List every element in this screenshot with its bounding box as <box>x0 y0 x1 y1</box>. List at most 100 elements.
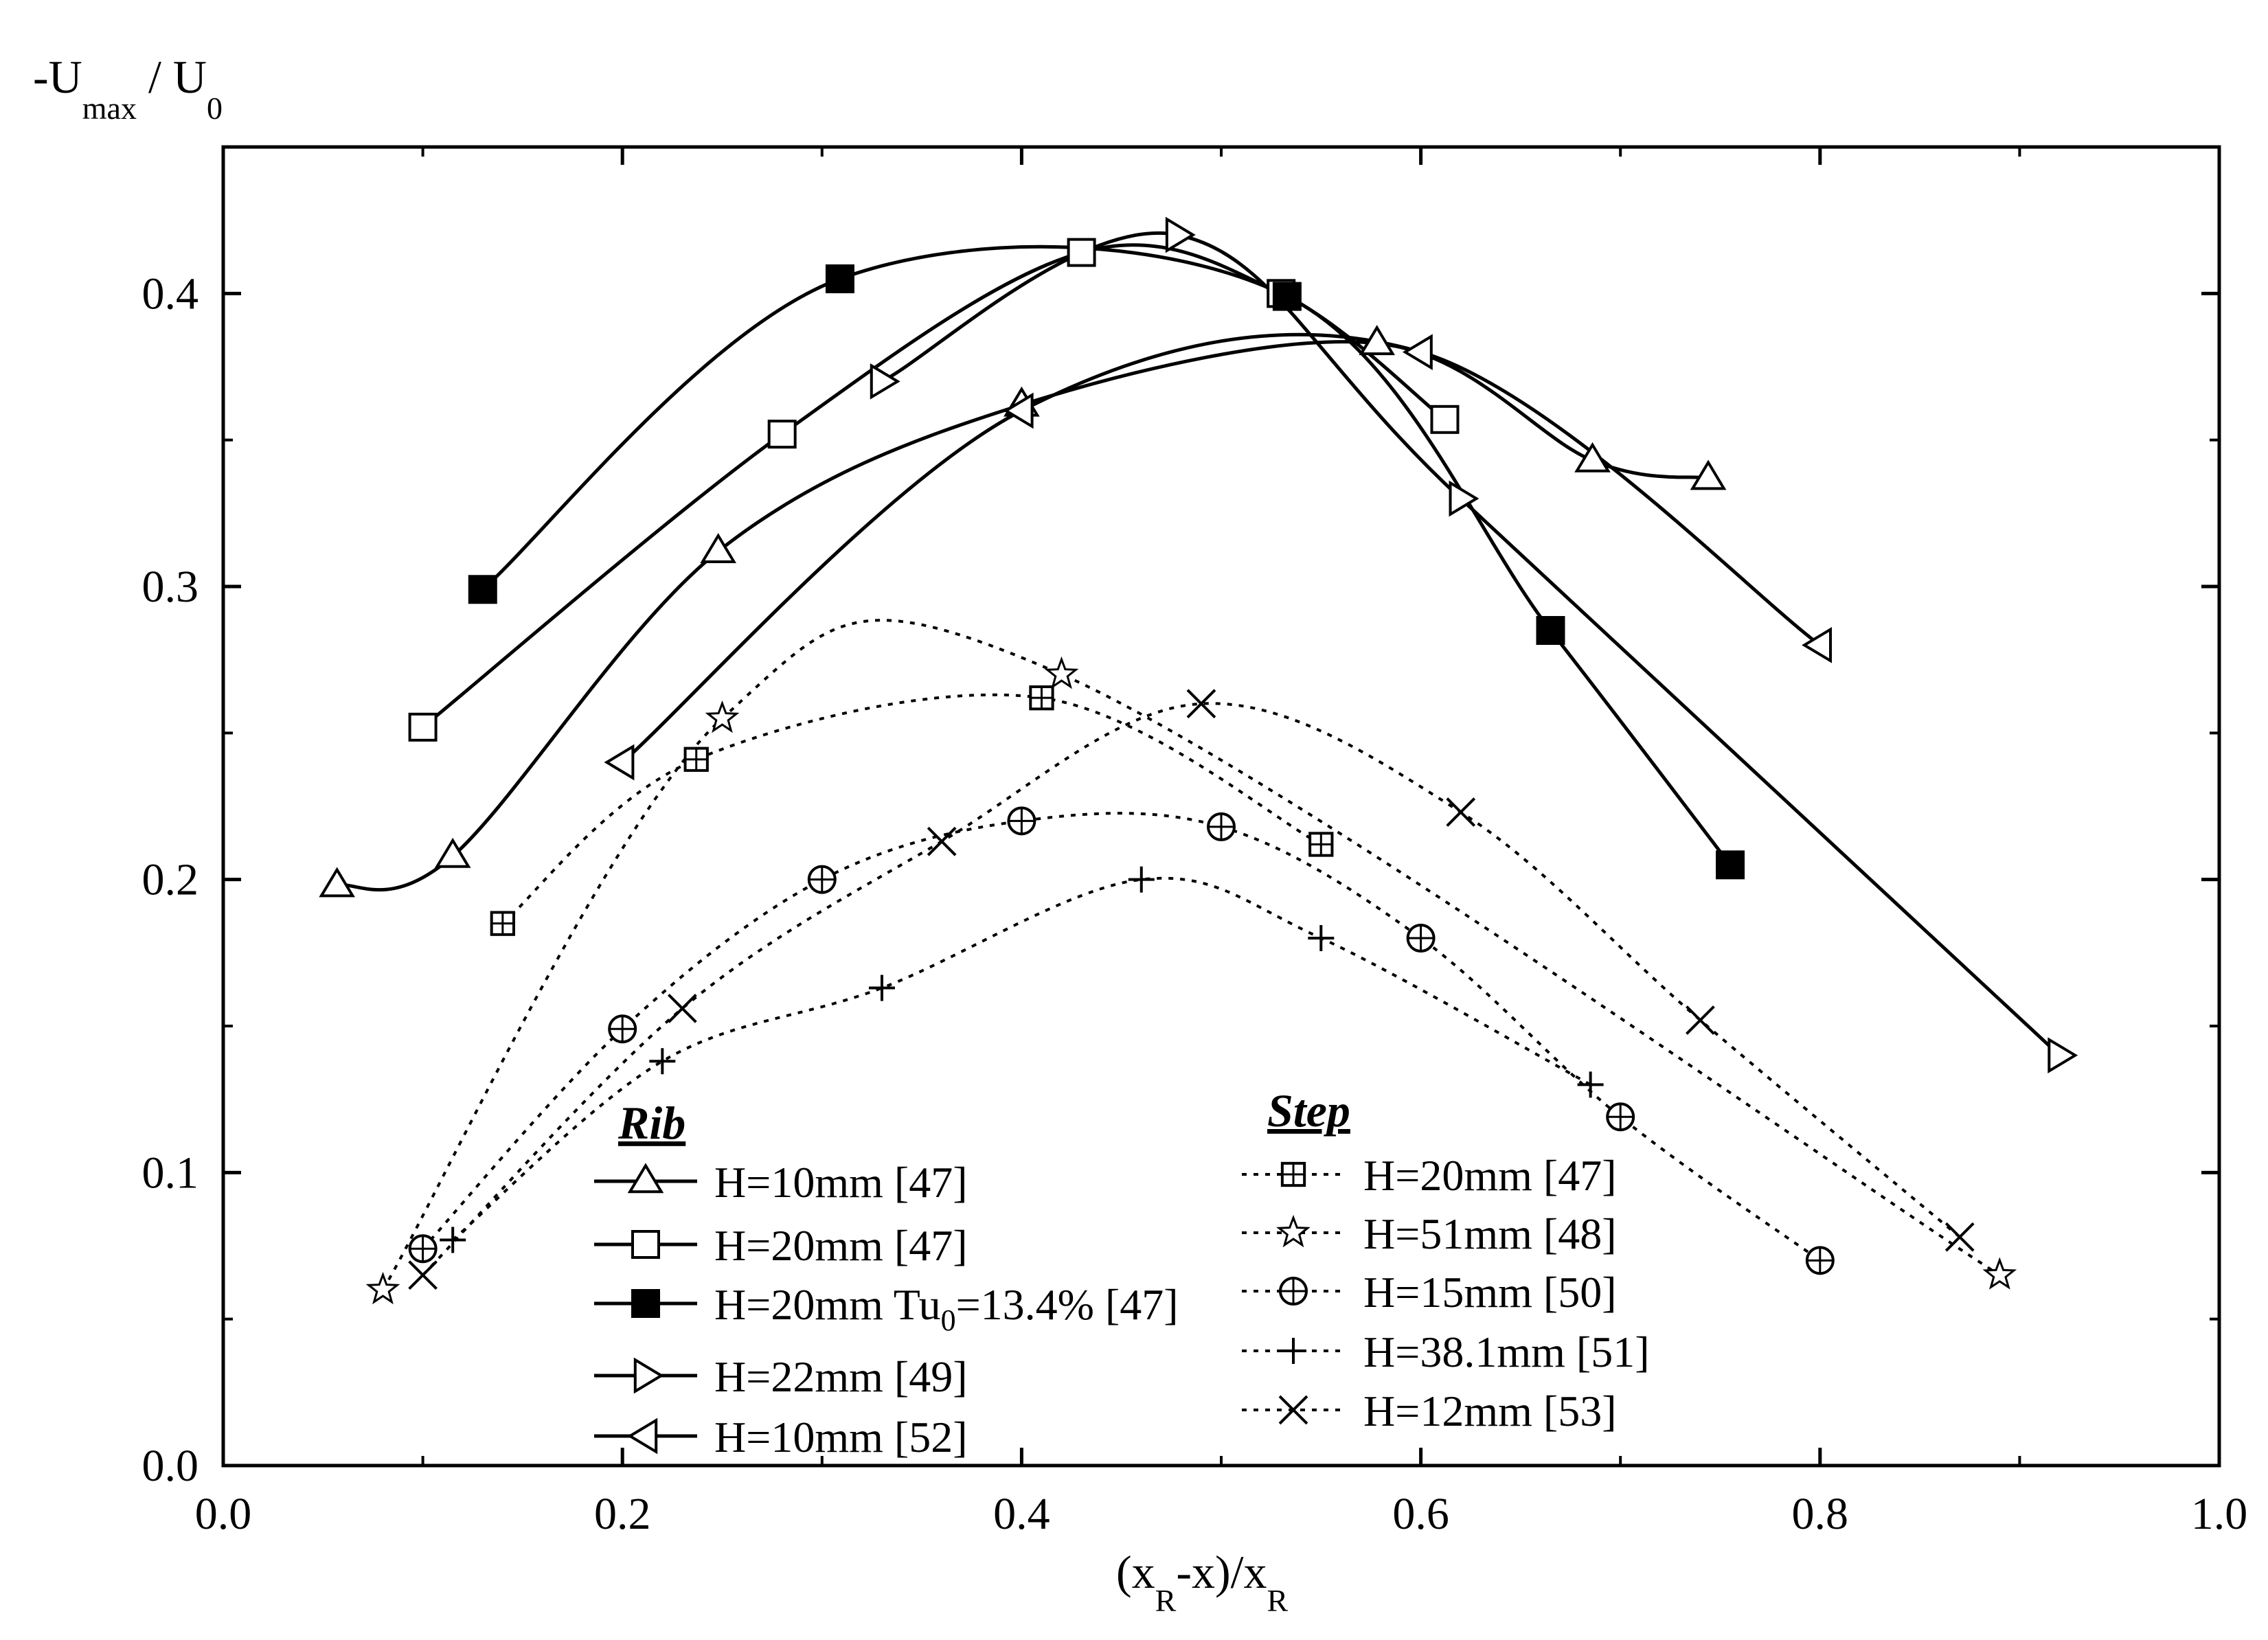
data-point-0-5 <box>1574 442 1611 472</box>
legend-label-5: H=20mm [47] <box>1363 1151 1617 1200</box>
data-point-7-2 <box>807 865 837 894</box>
data-point-3-3 <box>2048 1037 2078 1073</box>
legend-symbol-3 <box>633 1357 664 1394</box>
data-point-7-1 <box>608 1014 637 1044</box>
data-point-4-1 <box>1003 392 1034 429</box>
x-tick-label: 0.6 <box>1392 1489 1449 1539</box>
legend-label-4: H=10mm [52] <box>714 1413 968 1461</box>
x-label-sub2: R <box>1267 1583 1289 1618</box>
x-tick-label: 0.8 <box>1792 1489 1849 1539</box>
legend-label-2-main: H=20mm Tu <box>714 1280 941 1329</box>
data-point-1-1 <box>767 420 797 449</box>
data-point-4-3 <box>1802 627 1832 663</box>
x-label-p1: (x <box>1116 1546 1155 1598</box>
series-line-4 <box>621 332 1822 764</box>
series-line-8 <box>451 876 1591 1241</box>
legend-symbol-7 <box>1279 1277 1308 1306</box>
data-point-0-6 <box>1690 459 1727 490</box>
legend-symbol-9 <box>1278 1395 1308 1425</box>
legend-rib: Rib H=10mm [47] H=20mm [47] H=20mm Tu0=1… <box>594 1097 1179 1461</box>
legend-label-0: H=10mm [47] <box>714 1158 968 1207</box>
data-point-2-3 <box>1536 616 1565 645</box>
y-tick-label: 0.1 <box>142 1148 199 1198</box>
data-point-6-0 <box>365 1271 400 1305</box>
legend-marker-8 <box>1280 1338 1306 1364</box>
y-tick-label: 0.0 <box>142 1441 199 1491</box>
data-point-2-0 <box>468 575 497 604</box>
legend-marker-4 <box>627 1417 658 1455</box>
legend-marker-2 <box>631 1289 660 1318</box>
y-tick-label: 0.3 <box>142 562 199 612</box>
legend-label-9: H=12mm [53] <box>1363 1387 1617 1435</box>
data-point-5-3 <box>1308 832 1334 857</box>
data-point-9-6 <box>1944 1222 1975 1252</box>
legend-label-7: H=15mm [50] <box>1363 1268 1617 1317</box>
series-lines <box>337 231 2061 1291</box>
data-point-5-0 <box>490 911 515 936</box>
data-point-3-0 <box>870 363 900 400</box>
data-point-9-4 <box>1446 797 1476 827</box>
data-point-8-3 <box>1128 866 1155 893</box>
y-tick-label: 0.4 <box>142 269 199 319</box>
series-line-0 <box>337 340 1709 892</box>
legend-rib-title: Rib <box>617 1097 685 1149</box>
x-tick-label: 1.0 <box>2191 1489 2248 1539</box>
data-point-7-3 <box>1007 806 1036 836</box>
y-label-prefix: -U <box>33 51 82 103</box>
legend-marker-7 <box>1279 1277 1308 1306</box>
data-point-9-5 <box>1686 1005 1715 1035</box>
legend-symbol-2 <box>631 1289 660 1318</box>
legend-symbol-1 <box>631 1230 660 1259</box>
data-point-8-2 <box>868 975 895 1001</box>
legend-marker-0 <box>627 1163 664 1194</box>
data-point-1-4 <box>1430 405 1460 434</box>
data-point-9-0 <box>408 1260 438 1290</box>
legend-label-3: H=22mm [49] <box>714 1352 968 1401</box>
legend-step-title: Step <box>1267 1084 1350 1137</box>
data-point-7-0 <box>408 1234 438 1264</box>
legend-step: Step H=20mm [47] H=51mm [48] H=15mm [50]… <box>1242 1084 1650 1435</box>
data-point-7-6 <box>1606 1102 1635 1132</box>
data-point-4-2 <box>1402 334 1433 370</box>
legend-marker-9 <box>1278 1395 1308 1425</box>
legend-marker-1 <box>631 1230 660 1259</box>
data-point-5-1 <box>683 747 709 772</box>
data-point-9-1 <box>668 994 697 1023</box>
x-label-p2: -x)/x <box>1176 1546 1267 1598</box>
series-line-6 <box>381 619 2001 1291</box>
data-point-3-1 <box>1165 216 1196 253</box>
legend-marker-5 <box>1280 1161 1306 1187</box>
data-point-7-5 <box>1406 924 1436 953</box>
y-label-mid: / U <box>137 51 207 103</box>
data-point-2-4 <box>1716 850 1745 880</box>
axis-ticks: 0.0 0.2 0.4 0.6 0.8 1.0 0.0 0.1 0.2 0.3 0.4 <box>142 146 2248 1539</box>
series-line-3 <box>881 231 2061 1057</box>
series-line-5 <box>501 693 1322 925</box>
data-point-0-2 <box>700 533 737 563</box>
x-label-sub1: R <box>1155 1583 1177 1618</box>
data-point-0-4 <box>1359 325 1396 356</box>
legend-label-2-tail: =13.4% [47] <box>956 1280 1179 1329</box>
legend-label-8: H=38.1mm [51] <box>1363 1328 1650 1376</box>
data-point-1-0 <box>408 712 438 742</box>
x-tick-label: 0.2 <box>594 1489 651 1539</box>
data-point-8-1 <box>649 1048 676 1075</box>
legend-label-2: H=20mm Tu0=13.4% [47] <box>714 1280 1179 1337</box>
x-axis-label: (xR-x)/xR <box>1116 1546 1289 1618</box>
data-point-8-5 <box>1577 1071 1604 1098</box>
series-line-2 <box>481 244 1732 866</box>
data-point-0-0 <box>319 867 355 898</box>
data-point-2-2 <box>1272 282 1302 311</box>
data-point-9-2 <box>927 826 957 856</box>
legend-symbol-4 <box>627 1417 658 1455</box>
plot-frame <box>221 145 2221 1468</box>
x-tick-label: 0.0 <box>195 1489 252 1539</box>
legend-marker-6 <box>1276 1214 1311 1248</box>
data-point-9-3 <box>1186 689 1216 719</box>
legend-label-2-sub: 0 <box>941 1303 956 1337</box>
data-point-6-1 <box>705 700 740 733</box>
legend-marker-3 <box>633 1357 664 1394</box>
data-point-1-2 <box>1067 238 1096 267</box>
data-point-0-1 <box>434 837 471 868</box>
